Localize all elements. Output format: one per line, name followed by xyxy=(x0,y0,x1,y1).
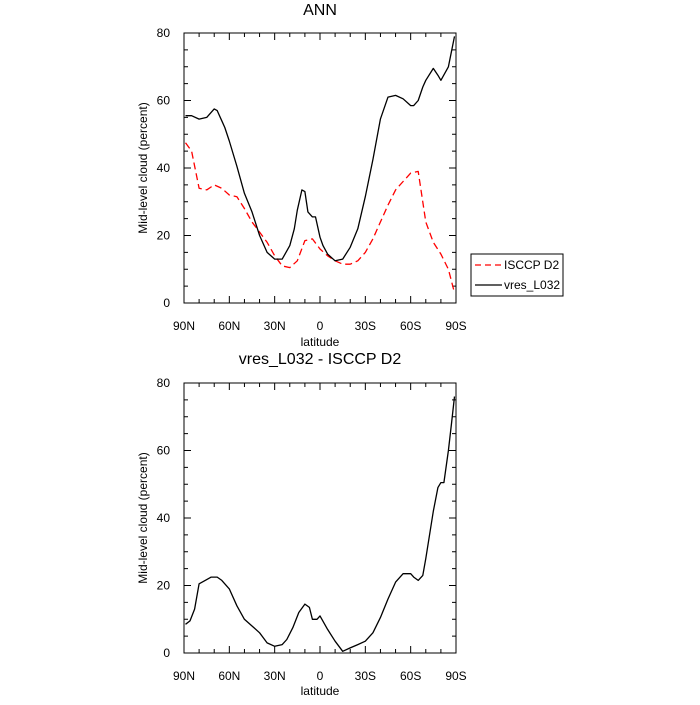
x-axis-label: latitude xyxy=(301,335,340,349)
x-tick-label: 30S xyxy=(355,319,376,333)
legend: ISCCP D2 vres_L032 xyxy=(470,253,564,297)
series-lines xyxy=(184,36,456,294)
x-tick-label: 30N xyxy=(264,669,286,683)
series-line-vres-l032-isccp-d2 xyxy=(185,396,456,652)
panel-annual: ANN Mid-level cloud (percent) latitude 0… xyxy=(136,2,564,349)
legend-box xyxy=(470,253,564,297)
y-tick-label: 40 xyxy=(157,161,171,175)
x-tick-label: 30S xyxy=(355,669,376,683)
y-tick-label: 0 xyxy=(163,296,170,310)
x-tick-label: 0 xyxy=(317,319,324,333)
x-tick-labels: 90N 60N 30N 0 30S 60S 90S xyxy=(173,669,467,683)
y-tick-label: 40 xyxy=(157,511,171,525)
x-tick-label: 90N xyxy=(173,669,195,683)
x-tick-label: 90S xyxy=(445,669,466,683)
y-tick-label: 60 xyxy=(157,444,171,458)
y-tick-label: 20 xyxy=(157,229,171,243)
x-tick-label: 60N xyxy=(218,669,240,683)
series-line-isccp-d2 xyxy=(184,142,456,294)
x-tick-label: 30N xyxy=(264,319,286,333)
panel-difference: vres_L032 - ISCCP D2 Mid-level cloud (pe… xyxy=(136,351,467,698)
x-tick-label: 60S xyxy=(400,319,421,333)
chart-title: ANN xyxy=(303,2,337,19)
y-tick-labels: 0 20 40 60 80 xyxy=(157,376,171,660)
tick-marks xyxy=(183,382,457,654)
y-tick-label: 80 xyxy=(157,26,171,40)
x-tick-label: 60N xyxy=(218,319,240,333)
tick-marks xyxy=(183,32,457,304)
chart-title: vres_L032 - ISCCP D2 xyxy=(239,351,402,368)
legend-label-isccp: ISCCP D2 xyxy=(504,258,559,272)
y-tick-label: 20 xyxy=(157,579,171,593)
y-tick-label: 60 xyxy=(157,94,171,108)
x-tick-label: 60S xyxy=(400,669,421,683)
x-tick-label: 90N xyxy=(173,319,195,333)
legend-label-vres: vres_L032 xyxy=(504,278,560,292)
y-tick-label: 0 xyxy=(163,646,170,660)
x-tick-label: 90S xyxy=(445,319,466,333)
y-tick-label: 80 xyxy=(157,376,171,390)
x-axis-label: latitude xyxy=(301,684,340,698)
series-lines xyxy=(185,396,456,652)
x-tick-label: 0 xyxy=(317,669,324,683)
y-axis-label: Mid-level cloud (percent) xyxy=(136,452,150,583)
y-tick-labels: 0 20 40 60 80 xyxy=(157,26,171,310)
x-tick-labels: 90N 60N 30N 0 30S 60S 90S xyxy=(173,319,467,333)
series-line-vres-l032 xyxy=(185,36,456,262)
y-axis-label: Mid-level cloud (percent) xyxy=(136,102,150,233)
